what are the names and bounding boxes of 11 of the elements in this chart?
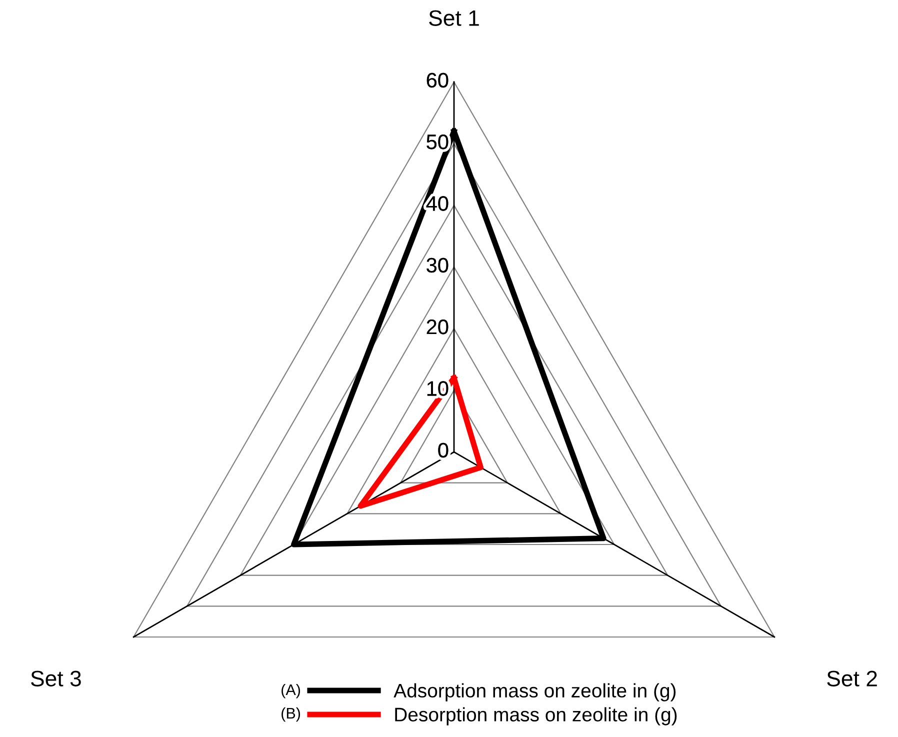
legend-label: Adsorption mass on zeolite in (g) — [394, 683, 676, 702]
y-tick-label: 0 — [438, 442, 448, 458]
y-tick-label: 20 — [426, 320, 448, 334]
y-tick-label: 30 — [426, 258, 448, 273]
legend-label: Desorption mass on zeolite in (g) — [395, 707, 677, 726]
text: (B) — [282, 707, 300, 722]
text: (A) — [282, 684, 300, 698]
spoke-label: Set 3 — [31, 670, 81, 686]
spoke-label: Set 1 — [429, 10, 479, 26]
y-tick-label: 60 — [426, 72, 448, 88]
spoke-label: Set 2 — [827, 670, 877, 686]
